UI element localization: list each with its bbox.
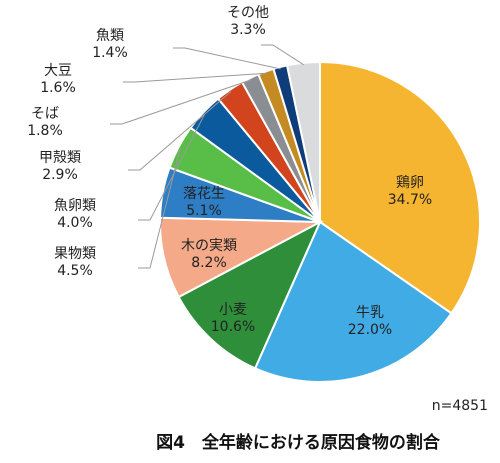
slice-value-label: 1.8% <box>27 123 63 139</box>
leader-line <box>261 44 304 66</box>
slice-name-label: そば <box>31 106 59 122</box>
slice-name-label: 木の実類 <box>181 238 237 254</box>
pie-slice <box>177 219 323 370</box>
slice-value-label: 1.4% <box>92 45 128 61</box>
slice-value-label: 34.7% <box>388 192 432 208</box>
slice-name-label: 魚卵類 <box>54 198 96 214</box>
slice-name-label: 鶏卵 <box>396 175 424 191</box>
sample-size-label: n=4851 <box>432 398 488 414</box>
leader-line <box>128 91 232 171</box>
slice-value-label: 3.3% <box>230 22 266 38</box>
slice-name-label: 果物類 <box>54 246 96 262</box>
pie-slices <box>159 60 481 383</box>
slice-value-label: 2.9% <box>42 167 78 183</box>
slice-value-label: 5.1% <box>186 203 222 219</box>
slice-name-label: 小麦 <box>219 302 247 318</box>
leader-line <box>123 72 267 83</box>
leader-lines <box>110 44 304 269</box>
slice-value-label: 10.6% <box>211 319 255 335</box>
slice-value-label: 8.2% <box>191 255 227 271</box>
slice-name-label: 牛乳 <box>356 305 384 321</box>
slice-name-label: 甲殻類 <box>39 150 81 166</box>
slice-name-label: 魚類 <box>96 28 124 44</box>
chart-caption: 図4 全年齢における原因食物の割合 <box>156 432 441 453</box>
slice-name-label: 大豆 <box>44 63 72 79</box>
slice-name-label: その他 <box>227 5 269 21</box>
leader-line <box>138 147 181 269</box>
leader-line <box>110 79 252 125</box>
slice-value-label: 4.0% <box>57 215 93 231</box>
leader-line <box>173 47 281 70</box>
slice-value-label: 1.6% <box>40 80 76 96</box>
pie-slice <box>285 60 321 223</box>
slice-labels: 鶏卵34.7%牛乳22.0%小麦10.6%木の実類8.2%落花生5.1%果物類4… <box>27 5 432 338</box>
slice-name-label: 落花生 <box>183 186 225 202</box>
pie-slice <box>319 60 481 315</box>
leader-line <box>138 113 206 221</box>
slice-value-label: 4.5% <box>57 263 93 279</box>
slice-value-label: 22.0% <box>348 322 392 338</box>
pie-slice <box>253 220 453 383</box>
